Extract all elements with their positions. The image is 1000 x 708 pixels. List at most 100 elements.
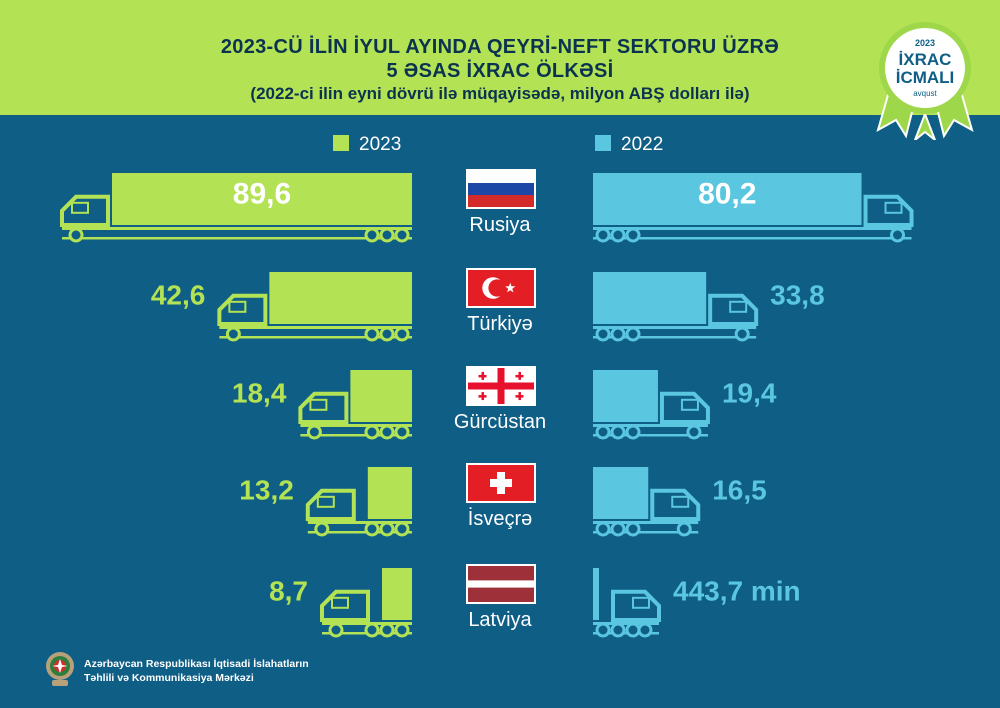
category-label: Latviya [468,609,532,631]
truck-wheel [394,622,410,638]
truck-container [593,467,649,519]
truck-cab [217,293,268,326]
flag-cross [468,382,534,390]
truck-container [593,370,658,422]
truck-cab [708,293,759,326]
truck-cab [305,488,356,521]
flag-crescent-cut [488,279,506,297]
category-label: Rusiya [469,214,531,236]
truck-wheel [225,326,241,342]
truck-chassis [62,227,412,230]
flag-star [505,282,516,293]
truck-window [680,398,699,411]
truck-container [350,370,412,422]
truck-container [112,173,412,225]
truck-wheel [595,424,611,440]
truck-ground-line [62,237,412,240]
truck-window [316,495,335,508]
badge-line2: İCMALI [896,68,955,87]
organization-line1: Azərbaycan Respublikası İqtisadi İslahat… [84,658,309,670]
value-label-2022: 80,2 [698,178,756,211]
truck-container [269,272,412,324]
organization-name: Azərbaycan Respublikası İqtisadi İslahat… [84,657,309,685]
truck-window [671,495,690,508]
value-label-2022: 16,5 [712,475,767,506]
category-label: Gürcüstan [454,411,546,433]
truck-wheel [676,521,692,537]
flag-small-cross [481,392,485,401]
truck-cab [863,194,914,227]
flag-cross [490,479,512,487]
truck-chassis [593,326,757,329]
truck-wheel [890,227,906,243]
legend-swatch-2022 [595,135,611,151]
truck-cab [320,589,370,622]
legend-swatch-2023 [333,135,349,151]
truck-wheel [625,622,641,638]
truck-wheel [314,521,330,537]
truck-chassis [593,227,912,230]
badge-year: 2023 [915,38,935,48]
truck-wheel [595,326,611,342]
truck-wheel [394,326,410,342]
chart-title-line2: 5 ƏSAS İXRAC ÖLKƏSİ [386,60,614,82]
value-label-2023: 18,4 [232,378,287,409]
value-label-2023: 8,7 [269,576,308,607]
value-label-2022: 443,7 min [673,576,801,607]
truck-wheel [379,521,395,537]
truck-wheel [637,622,653,638]
truck-ground-line [593,632,659,635]
truck-wheel [364,521,380,537]
truck-wheel [364,424,380,440]
truck-cab [60,194,110,227]
flag-stripe [468,195,534,207]
legend-label-2022: 2022 [621,134,663,155]
badge-month: avqust [913,89,937,98]
flag-small-cross [518,392,521,401]
truck-window [309,398,328,411]
truck-chassis [300,424,412,427]
truck-wheel [610,622,626,638]
organization-line2: Təhlili və Kommunikasiya Mərkəzi [84,672,254,684]
truck-wheel [394,424,410,440]
truck-cab [611,589,661,622]
truck-chassis [322,622,412,625]
truck-wheel [379,326,395,342]
truck-window [228,300,247,313]
chart-row-3: 13,2 16,5 İsveçrə [239,463,767,537]
truck-container [382,568,412,620]
truck-wheel [625,227,641,243]
truck-ground-line [307,531,412,534]
truck-wheel [379,622,395,638]
truck-chassis [593,622,659,625]
truck-wheel [610,521,626,537]
chart-row-1: 42,6 33,8 Türkiyə [151,268,825,342]
truck-window [884,201,903,214]
flag-small-cross [518,371,521,380]
truck-ground-line [593,531,699,534]
truck-wheel [610,227,626,243]
export-review-badge-icon: 2023 İXRAC İCMALI avqust [876,22,974,140]
value-label-2023: 89,6 [233,178,291,211]
truck-wheel [625,326,641,342]
truck-wheel [68,227,84,243]
value-label-2023: 13,2 [239,475,294,506]
truck-ground-line [593,336,757,339]
truck-chassis [593,424,708,427]
chart-row-0: 89,6 80,2 Rusiya [60,169,914,243]
chart-subtitle: (2022-ci ilin eyni dövrü ilə müqayisədə,… [250,84,750,103]
legend-label-2023: 2023 [359,134,401,155]
value-label-2022: 33,8 [770,280,825,311]
truck-wheel [394,227,410,243]
truck-wheel [610,326,626,342]
truck-ground-line [300,434,412,437]
truck-ground-line [593,237,912,240]
chart-row-2: 18,4 19,4 Gürcüstan [232,366,777,440]
truck-cab [298,391,349,424]
truck-wheel [686,424,702,440]
truck-ground-line [593,434,708,437]
truck-wheel [625,521,641,537]
truck-wheel [364,622,380,638]
truck-ground-line [219,336,412,339]
